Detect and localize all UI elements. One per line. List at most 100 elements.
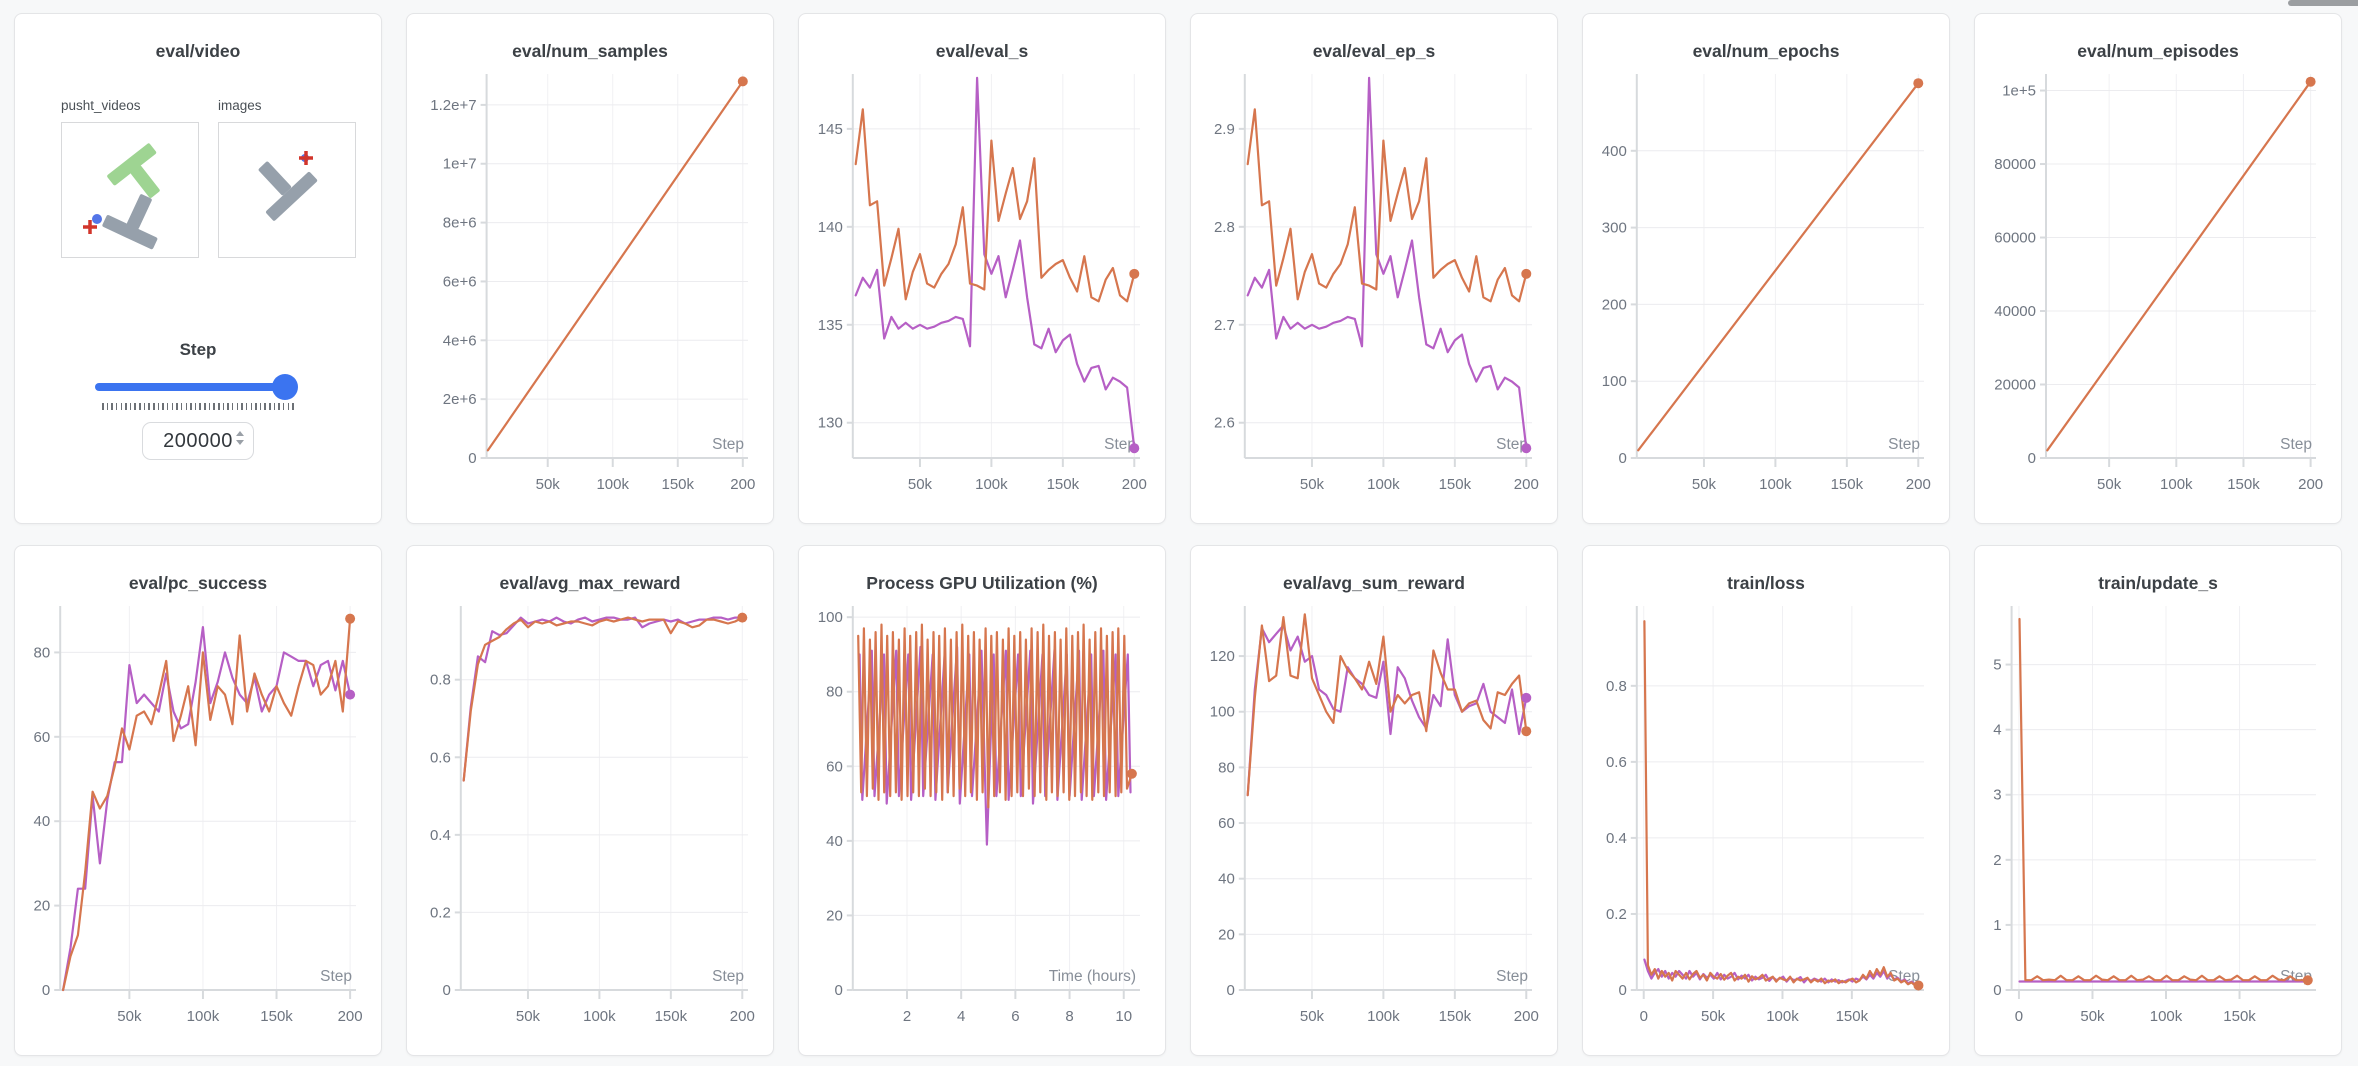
media-label: images	[218, 98, 262, 113]
panel-title: eval/num_epochs	[1692, 41, 1840, 61]
panel-eval-avg-max-reward[interactable]: eval/avg_max_reward 0 0.2 0.4 0.6 0.8 50k 100k…	[406, 545, 774, 1056]
panel-title: eval/eval_s	[935, 41, 1029, 61]
chart-canvas-eval-pc-success[interactable]: 0 20 40 60 80 50k 100k 150k 200 Step	[27, 598, 371, 1040]
step-slider-ruler	[102, 403, 294, 410]
chart-canvas-gpu-utilization[interactable]: 0 20 40 60 80 100 2 4 6 8 10 Time (hours)	[811, 598, 1155, 1040]
svg-text:100: 100	[1210, 704, 1235, 721]
svg-text:Step: Step	[712, 968, 744, 985]
svg-text:2.8: 2.8	[1214, 219, 1235, 236]
svg-text:60: 60	[1218, 815, 1235, 832]
pusht-video-frame-graphic	[83, 143, 160, 250]
media-item-images[interactable]: images	[218, 98, 358, 258]
agent-dot	[92, 214, 102, 224]
chart-canvas-eval-avg-sum-reward[interactable]: 0 20 40 60 80 100 120 50k 100k 150k 200 Step	[1203, 598, 1547, 1040]
chart-canvas-eval-eval-s[interactable]: 130 135 140 145 50k 100k 150k 200 Step	[811, 66, 1155, 508]
panel-train-loss[interactable]: train/loss 0 0.2 0.4 0.6 0.8 0 50k 100k 150k Step	[1582, 545, 1950, 1056]
panel-title: eval/avg_sum_reward	[1283, 573, 1465, 593]
svg-text:200: 200	[1906, 476, 1931, 493]
panel-grid: eval/video pusht_videos	[14, 13, 2342, 1056]
svg-text:2.9: 2.9	[1214, 121, 1235, 138]
panel-eval-num-episodes[interactable]: eval/num_episodes 0 20000 40000 60000 80000 1…	[1974, 13, 2342, 524]
svg-text:150k: 150k	[662, 476, 695, 493]
panel-eval-pc-success[interactable]: eval/pc_success 0 20 40 60 80 50k 100k 150k 200 S…	[14, 545, 382, 1056]
svg-text:20000: 20000	[1994, 377, 2036, 394]
svg-text:20: 20	[1218, 926, 1235, 943]
svg-text:20: 20	[826, 907, 843, 924]
svg-text:0: 0	[442, 982, 450, 999]
svg-text:0.2: 0.2	[430, 904, 451, 921]
svg-text:6: 6	[1011, 1008, 1019, 1025]
svg-text:0: 0	[1993, 982, 2001, 999]
svg-text:50k: 50k	[1692, 476, 1717, 493]
stepper-arrows[interactable]	[236, 431, 244, 445]
stepper-up-icon[interactable]	[236, 431, 244, 436]
svg-text:0: 0	[1618, 982, 1626, 999]
svg-text:140: 140	[818, 219, 843, 236]
svg-text:50k: 50k	[1300, 476, 1325, 493]
chart-canvas-eval-eval-ep-s[interactable]: 2.6 2.7 2.8 2.9 50k 100k 150k 200 Step	[1203, 66, 1547, 508]
svg-text:80: 80	[1218, 759, 1235, 776]
step-number-input[interactable]: 200000	[142, 422, 254, 460]
panel-eval-num-samples[interactable]: eval/num_samples 0 2e+6 4e+6 6e+6 8e+6 1e+7 1.…	[406, 13, 774, 524]
svg-text:40000: 40000	[1994, 303, 2036, 320]
panel-title: train/loss	[1727, 573, 1805, 593]
chart-canvas-eval-num-samples[interactable]: 0 2e+6 4e+6 6e+6 8e+6 1e+7 1.2e+7 50k 100k 150k 20…	[419, 66, 763, 508]
svg-text:200: 200	[2298, 476, 2323, 493]
svg-text:0: 0	[2015, 1008, 2023, 1025]
svg-text:0: 0	[468, 450, 476, 467]
pusht-video-thumbnail[interactable]	[61, 122, 199, 258]
svg-text:0: 0	[1640, 1008, 1648, 1025]
chart-canvas-eval-num-episodes[interactable]: 0 20000 40000 60000 80000 1e+5 50k 100k 150k 200 S…	[1987, 66, 2331, 508]
svg-text:50k: 50k	[516, 1008, 541, 1025]
svg-text:8e+6: 8e+6	[443, 215, 477, 232]
svg-text:2.6: 2.6	[1214, 415, 1235, 432]
panel-eval-avg-sum-reward[interactable]: eval/avg_sum_reward 0 20 40 60 80 100 120 50k 10…	[1190, 545, 1558, 1056]
svg-text:8: 8	[1065, 1008, 1073, 1025]
svg-text:4: 4	[957, 1008, 965, 1025]
svg-text:150k: 150k	[655, 1008, 688, 1025]
svg-text:0: 0	[42, 982, 50, 999]
svg-text:400: 400	[1602, 143, 1627, 160]
svg-text:Step: Step	[320, 968, 352, 985]
horizontal-scrollbar-thumb[interactable]	[2288, 0, 2358, 6]
svg-text:100k: 100k	[596, 476, 629, 493]
panel-eval-video[interactable]: eval/video pusht_videos	[14, 13, 382, 524]
panel-eval-eval-s[interactable]: eval/eval_s 130 135 140 145 50k 100k 150k 200 St…	[798, 13, 1166, 524]
panel-title: eval/pc_success	[128, 573, 268, 593]
svg-text:Time (hours): Time (hours)	[1049, 968, 1136, 985]
panel-title: eval/avg_max_reward	[499, 573, 681, 593]
stepper-down-icon[interactable]	[236, 440, 244, 445]
panel-eval-num-epochs[interactable]: eval/num_epochs 0 100 200 300 400 50k 100k 150k…	[1582, 13, 1950, 524]
svg-text:150k: 150k	[260, 1008, 293, 1025]
svg-text:5: 5	[1993, 657, 2001, 674]
chart-canvas-eval-num-epochs[interactable]: 0 100 200 300 400 50k 100k 150k 200 Step	[1595, 66, 1939, 508]
svg-text:50k: 50k	[117, 1008, 142, 1025]
svg-text:2e+6: 2e+6	[443, 391, 477, 408]
svg-text:Step: Step	[1104, 436, 1136, 453]
svg-text:1e+7: 1e+7	[443, 156, 477, 173]
svg-text:200: 200	[338, 1008, 363, 1025]
svg-text:60: 60	[826, 758, 843, 775]
step-slider[interactable]	[95, 374, 301, 400]
images-thumbnail[interactable]	[218, 122, 356, 258]
svg-text:130: 130	[818, 415, 843, 432]
svg-text:0.4: 0.4	[1606, 830, 1627, 847]
panel-eval-eval-ep-s[interactable]: eval/eval_ep_s 2.6 2.7 2.8 2.9 50k 100k 150k 20…	[1190, 13, 1558, 524]
media-item-pusht-videos[interactable]: pusht_videos	[61, 98, 201, 258]
panel-gpu-utilization[interactable]: Process GPU Utilization (%) 0 20 40 60 80 100…	[798, 545, 1166, 1056]
svg-text:200: 200	[1514, 476, 1539, 493]
step-slider-heading: Step	[179, 340, 217, 359]
svg-text:145: 145	[818, 121, 843, 138]
chart-canvas-eval-avg-max-reward[interactable]: 0 0.2 0.4 0.6 0.8 50k 100k 150k 200 Step	[419, 598, 763, 1040]
step-slider-thumb[interactable]	[271, 374, 298, 400]
svg-text:50k: 50k	[536, 476, 561, 493]
panel-train-update-s[interactable]: train/update_s 0 1 2 3 4 5 0 50k 100k 150k Step	[1974, 545, 2342, 1056]
svg-text:100k: 100k	[1759, 476, 1792, 493]
svg-text:100k: 100k	[1367, 476, 1400, 493]
svg-text:1: 1	[1993, 917, 2001, 934]
svg-text:80000: 80000	[1994, 156, 2036, 173]
step-slider-track[interactable]	[95, 383, 293, 391]
svg-text:200: 200	[730, 476, 755, 493]
